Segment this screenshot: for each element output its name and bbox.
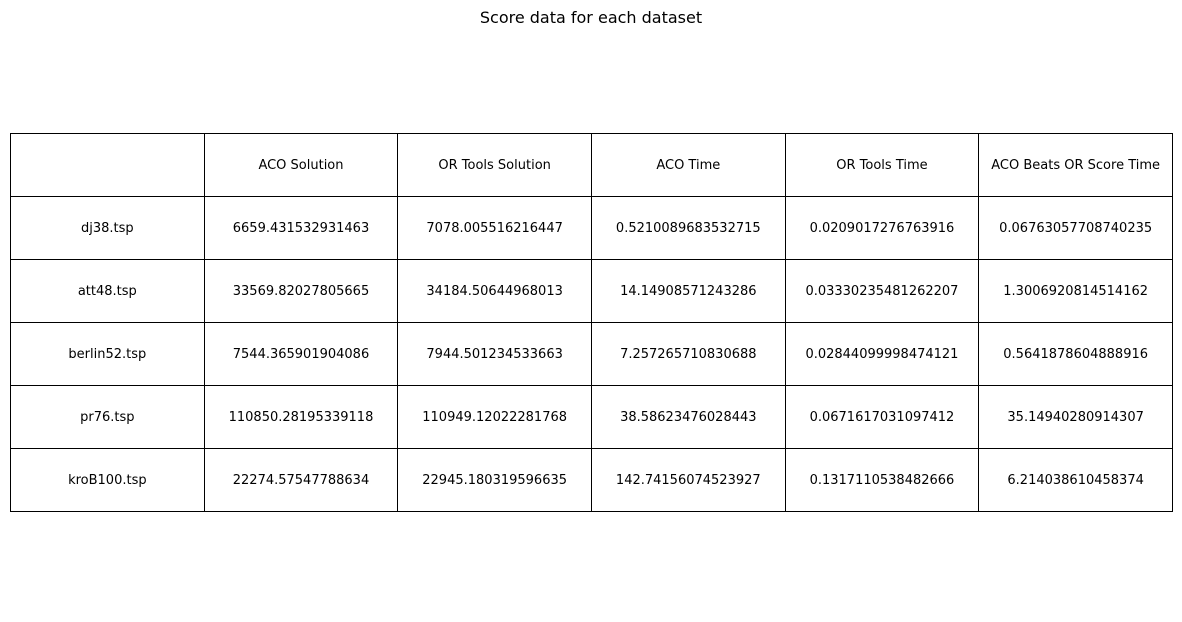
table-row: pr76.tsp 110850.28195339118 110949.12022… xyxy=(10,385,1173,449)
table-row: att48.tsp 33569.82027805665 34184.506449… xyxy=(10,259,1173,323)
header-cell-or-tools-solution: OR Tools Solution xyxy=(397,133,592,197)
table-cell: 0.5641878604888916 xyxy=(978,322,1173,386)
chart-title: Score data for each dataset xyxy=(479,8,703,27)
row-label-cell: att48.tsp xyxy=(10,259,205,323)
table-header-row: ACO Solution OR Tools Solution ACO Time … xyxy=(10,133,1173,197)
table-cell: 142.74156074523927 xyxy=(590,448,786,512)
table-cell: 0.5210089683532715 xyxy=(590,196,786,260)
table-cell: 1.3006920814514162 xyxy=(978,259,1173,323)
table-row: kroB100.tsp 22274.57547788634 22945.1803… xyxy=(10,448,1173,512)
score-table: ACO Solution OR Tools Solution ACO Time … xyxy=(10,133,1173,512)
table-row: dj38.tsp 6659.431532931463 7078.00551621… xyxy=(10,196,1173,260)
table-cell: 34184.50644968013 xyxy=(397,259,592,323)
row-label-cell: berlin52.tsp xyxy=(10,322,205,386)
table-cell: 110850.28195339118 xyxy=(203,385,399,449)
table-cell: 22945.180319596635 xyxy=(397,448,592,512)
header-cell-aco-beats-or-score-time: ACO Beats OR Score Time xyxy=(978,133,1173,197)
table-cell: 35.14940280914307 xyxy=(978,385,1173,449)
table-cell: 0.0209017276763916 xyxy=(784,196,980,260)
table-cell: 7544.365901904086 xyxy=(203,322,399,386)
table-cell: 7078.005516216447 xyxy=(397,196,592,260)
table-cell: 38.58623476028443 xyxy=(590,385,786,449)
table-row: berlin52.tsp 7544.365901904086 7944.5012… xyxy=(10,322,1173,386)
row-label-cell: pr76.tsp xyxy=(10,385,205,449)
row-label-cell: dj38.tsp xyxy=(10,196,205,260)
table-cell: 7.257265710830688 xyxy=(590,322,786,386)
header-cell-aco-time: ACO Time xyxy=(590,133,786,197)
header-cell-or-tools-time: OR Tools Time xyxy=(784,133,980,197)
table-cell: 14.14908571243286 xyxy=(590,259,786,323)
table-cell: 0.03330235481262207 xyxy=(784,259,980,323)
table-cell: 7944.501234533663 xyxy=(397,322,592,386)
table-cell: 0.02844099998474121 xyxy=(784,322,980,386)
table-cell: 110949.12022281768 xyxy=(397,385,592,449)
header-cell-corner xyxy=(10,133,205,197)
table-cell: 6.214038610458374 xyxy=(978,448,1173,512)
table-cell: 0.1317110538482666 xyxy=(784,448,980,512)
table-cell: 33569.82027805665 xyxy=(203,259,399,323)
header-cell-aco-solution: ACO Solution xyxy=(203,133,399,197)
table-cell: 22274.57547788634 xyxy=(203,448,399,512)
table-cell: 0.0671617031097412 xyxy=(784,385,980,449)
table-cell: 6659.431532931463 xyxy=(203,196,399,260)
table-cell: 0.06763057708740235 xyxy=(978,196,1173,260)
row-label-cell: kroB100.tsp xyxy=(10,448,205,512)
